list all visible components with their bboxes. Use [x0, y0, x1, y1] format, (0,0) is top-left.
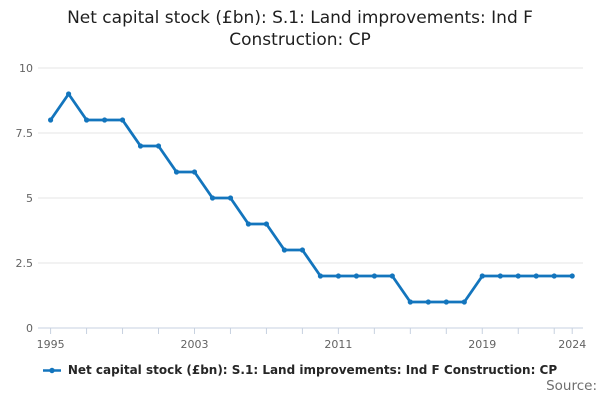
svg-text:2003: 2003 — [180, 338, 208, 351]
legend: Net capital stock (£bn): S.1: Land impro… — [0, 363, 600, 377]
svg-text:0: 0 — [26, 322, 33, 335]
svg-text:10: 10 — [19, 62, 33, 75]
svg-text:5: 5 — [26, 192, 33, 205]
source-caption: Source: — [546, 378, 597, 394]
svg-text:7.5: 7.5 — [16, 127, 34, 140]
svg-text:1995: 1995 — [37, 338, 65, 351]
svg-text:2.5: 2.5 — [16, 257, 34, 270]
legend-label: Net capital stock (£bn): S.1: Land impro… — [67, 363, 558, 377]
chart-title-line1: Net capital stock (£bn): S.1: Land impro… — [67, 8, 533, 28]
line-series-icon — [42, 367, 61, 373]
svg-text:2019: 2019 — [468, 338, 496, 351]
legend-item: Net capital stock (£bn): S.1: Land impro… — [42, 363, 558, 377]
svg-text:2011: 2011 — [324, 338, 352, 351]
chart-title-line2: Construction: CP — [229, 30, 371, 50]
svg-text:2024: 2024 — [558, 338, 586, 351]
chart-title: Net capital stock (£bn): S.1: Land impro… — [0, 7, 600, 51]
